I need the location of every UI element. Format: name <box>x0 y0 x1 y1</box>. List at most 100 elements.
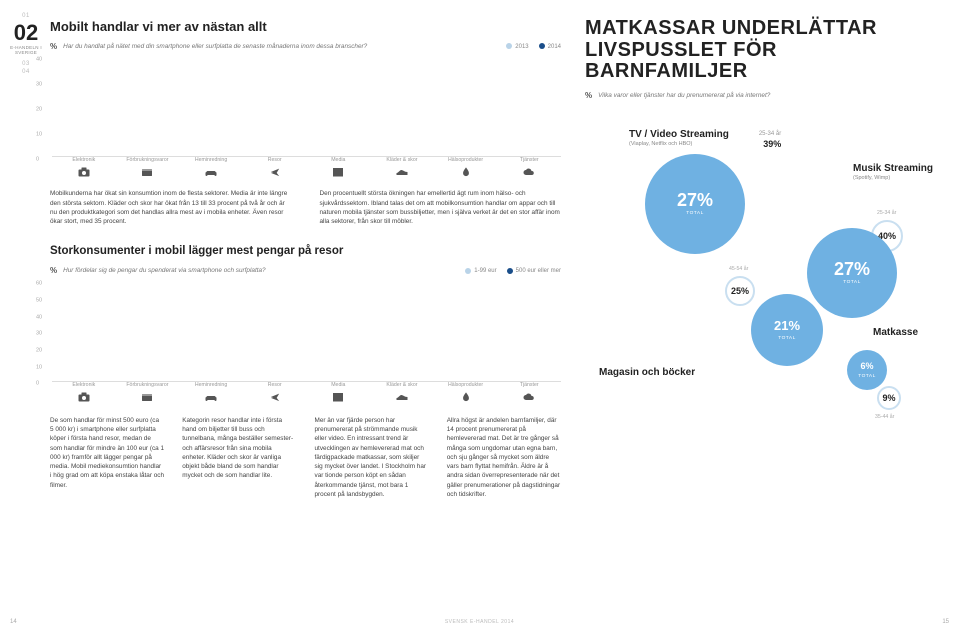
category-label: Kläder & skor <box>370 382 434 402</box>
category-label: Resor <box>243 382 307 402</box>
margin-02: 02 <box>10 22 42 44</box>
bodyA-p2: Den procentuellt största ökningen har em… <box>320 189 562 226</box>
chartA: ElektronikFörbrukningsvarorHeminredningR… <box>50 56 561 181</box>
bubble-matkasse-total: TOTAL <box>858 374 876 380</box>
chartB-title: Storkonsumenter i mobil lägger mest peng… <box>50 244 561 260</box>
axis-tick: 0 <box>36 157 39 164</box>
category-label: Media <box>307 157 371 177</box>
ring-25: 25% <box>725 276 755 306</box>
category-label: Tjänster <box>497 382 561 402</box>
cloud-icon <box>523 392 535 402</box>
tv-age: 25-34 år <box>759 130 781 138</box>
axis-tick: 50 <box>36 298 42 305</box>
category-label: Resor <box>243 157 307 177</box>
tv-sub: (Viaplay, Netflix och HBO) <box>629 141 729 148</box>
axis-tick: 10 <box>36 132 42 139</box>
bubble-matkasse-pct: 6% <box>860 360 873 372</box>
percent-mark: % <box>585 91 592 102</box>
category-label: Elektronik <box>52 157 116 177</box>
category-label: Heminredning <box>179 382 243 402</box>
clapper-icon <box>332 167 344 177</box>
margin-sub: E-HANDELN I SVERIGE <box>10 46 42 56</box>
drop-icon <box>460 167 472 177</box>
bubble-music-pct: 27% <box>834 260 870 278</box>
bubble-mags-total: TOTAL <box>778 336 796 342</box>
legend-item: 1-99 eur <box>465 267 496 275</box>
right-question: Vilka varor eller tjänster har du prenum… <box>598 92 935 101</box>
category-label: Förbrukningsvaror <box>116 382 180 402</box>
category-label: Media <box>307 382 371 402</box>
category-label: Förbrukningsvaror <box>116 157 180 177</box>
plane-icon <box>269 167 281 177</box>
bodyA-p1: Mobilkunderna har ökat sin konsumtion in… <box>50 189 292 226</box>
margin-04: 04 <box>10 68 42 76</box>
music-sub: (Spotify, Wimp) <box>853 175 933 182</box>
chartB-legend: 1-99 eur 500 eur eller mer <box>465 267 561 275</box>
bubble-matkasse-6: 6% TOTAL <box>847 350 887 390</box>
axis-tick: 30 <box>36 331 42 338</box>
drop-icon <box>460 392 472 402</box>
axis-tick: 20 <box>36 107 42 114</box>
chartB-question: Hur fördelar sig de pengar du spenderat … <box>63 267 459 276</box>
sofa-icon <box>205 392 217 402</box>
bodyB: De som handlar för minst 500 euro (ca 5 … <box>50 416 561 500</box>
chartB: ElektronikFörbrukningsvarorHeminredningR… <box>50 281 561 406</box>
mags-age: 45-54 år <box>729 266 748 273</box>
ring-25-pct: 25% <box>731 285 749 297</box>
bodyB-p3: Mer än var fjärde person har prenumerera… <box>315 416 429 500</box>
sofa-icon <box>205 167 217 177</box>
clapper-icon <box>332 392 344 402</box>
legend-item: 2013 <box>506 43 528 51</box>
box-icon <box>141 167 153 177</box>
legend-item: 2014 <box>539 43 561 51</box>
bubble-music-27: 27% TOTAL <box>807 228 897 318</box>
bodyA: Mobilkunderna har ökat sin konsumtion in… <box>50 189 561 226</box>
axis-tick: 10 <box>36 364 42 371</box>
category-label: Elektronik <box>52 382 116 402</box>
cloud-icon <box>523 167 535 177</box>
box-icon <box>141 392 153 402</box>
mags-label: Magasin och böcker <box>599 366 695 380</box>
bubble-mags-21: 21% TOTAL <box>751 294 823 366</box>
bodyB-p1: De som handlar för minst 500 euro (ca 5 … <box>50 416 164 500</box>
axis-tick: 20 <box>36 348 42 355</box>
right-question-row: % Vilka varor eller tjänster har du pren… <box>585 91 935 102</box>
axis-tick: 40 <box>36 314 42 321</box>
matkasse-label: Matkasse <box>873 326 918 340</box>
bodyB-p2: Kategorin resor handlar inte i första ha… <box>182 416 296 500</box>
bubble-video-pct: 27% <box>677 191 713 209</box>
chartA-legend: 2013 2014 <box>506 43 561 51</box>
category-label: Tjänster <box>497 157 561 177</box>
category-label: Hälsoprodukter <box>434 157 498 177</box>
bubble-video-27: 27% TOTAL <box>645 154 745 254</box>
camera-icon <box>78 167 90 177</box>
bodyB-p4: Allra högst är andelen barnfamiljer, där… <box>447 416 561 500</box>
margin-numbers: 01 02 E-HANDELN I SVERIGE 03 04 <box>10 12 42 76</box>
music-label: Musik Streaming (Spotify, Wimp) <box>853 162 933 183</box>
chartA-title: Mobilt handlar vi mer av nästan allt <box>50 18 561 36</box>
category-label: Hälsoprodukter <box>434 382 498 402</box>
camera-icon <box>78 392 90 402</box>
bubbles-region: 27% TOTAL Musik Streaming (Spotify, Wimp… <box>585 154 935 474</box>
chartB-question-row: % Hur fördelar sig de pengar du spendera… <box>50 266 561 277</box>
axis-tick: 60 <box>36 281 42 288</box>
tv-title: TV / Video Streaming <box>629 129 729 140</box>
chartA-question: Har du handlat på nätet med din smartpho… <box>63 43 500 52</box>
right-headline: MATKASSAR UNDERLÄTTAR LIVSPUSSLET FÖR BA… <box>585 18 935 83</box>
tv-streaming-label: TV / Video Streaming (Viaplay, Netflix o… <box>629 128 729 149</box>
shoe-icon <box>396 392 408 402</box>
page-number-right: 15 <box>942 618 949 626</box>
axis-tick: 0 <box>36 381 39 388</box>
page-number-left: 14 <box>10 618 17 626</box>
shoe-icon <box>396 167 408 177</box>
music-title: Musik Streaming <box>853 163 933 174</box>
legend-item: 500 eur eller mer <box>507 267 561 275</box>
music-age: 25-34 år <box>877 210 896 217</box>
bubble-music-total: TOTAL <box>843 280 861 286</box>
bubble-video-total: TOTAL <box>686 211 704 217</box>
category-label: Heminredning <box>179 157 243 177</box>
matkasse-age: 35-44 år <box>875 414 894 421</box>
percent-mark: % <box>50 266 57 277</box>
plane-icon <box>269 392 281 402</box>
ring-9: 9% <box>877 386 901 410</box>
